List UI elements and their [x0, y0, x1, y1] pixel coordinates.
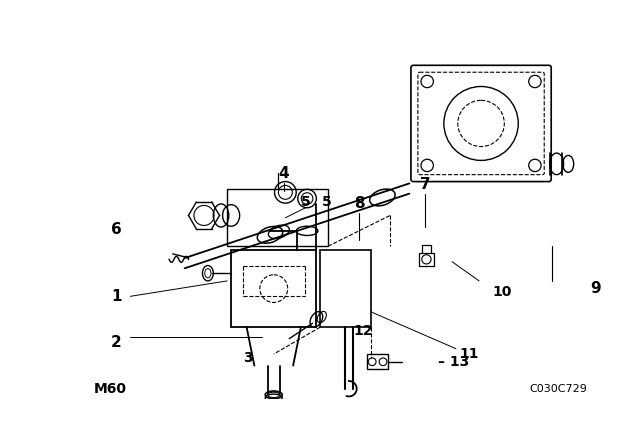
Text: 3: 3 — [243, 351, 252, 365]
Text: C030C729: C030C729 — [529, 383, 588, 394]
Bar — [320, 250, 371, 327]
Text: 8: 8 — [354, 196, 364, 211]
Text: 10: 10 — [493, 285, 512, 299]
Text: 11: 11 — [460, 347, 479, 361]
Bar — [367, 354, 388, 370]
Text: 6: 6 — [111, 222, 122, 237]
Bar — [231, 250, 316, 327]
Text: – 13: – 13 — [438, 355, 469, 369]
Text: 2: 2 — [111, 335, 122, 350]
Text: 1: 1 — [111, 289, 122, 304]
Text: 5: 5 — [301, 194, 310, 209]
Text: 7: 7 — [420, 177, 430, 192]
Text: 12: 12 — [353, 324, 372, 338]
Text: 5: 5 — [321, 194, 332, 209]
Bar — [419, 253, 434, 266]
Text: M60: M60 — [94, 382, 127, 396]
Text: 4: 4 — [278, 166, 289, 181]
Text: 9: 9 — [590, 281, 601, 296]
Bar — [227, 189, 328, 246]
